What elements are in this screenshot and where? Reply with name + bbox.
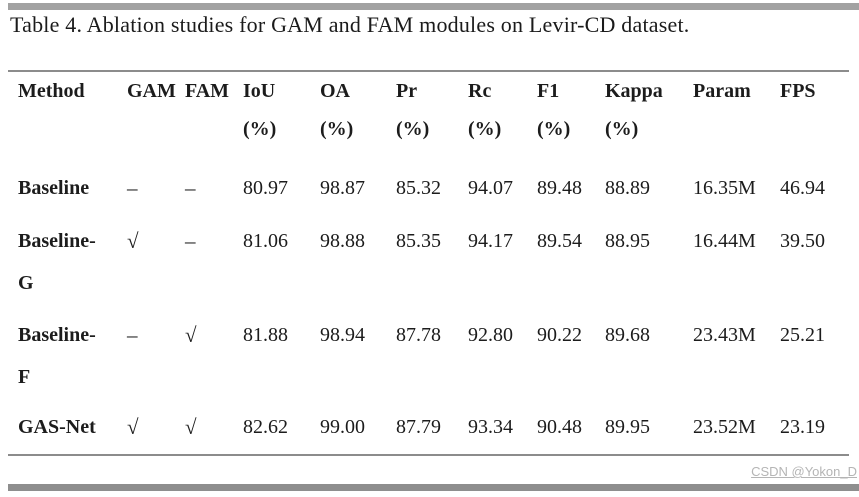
cell-gam-flag: –	[127, 176, 138, 200]
cell-fam-flag: –	[185, 176, 196, 200]
cell-f1: 89.54	[537, 230, 582, 252]
cell-rc: 92.80	[468, 324, 513, 346]
cell-param: 23.43M	[693, 324, 756, 346]
cell-method: GAS-Net	[18, 416, 96, 438]
cell-fps: 39.50	[780, 230, 825, 252]
col-header-gam: GAM	[127, 80, 176, 102]
table-header-row: Method GAM FAM IoU (%) OA (%) Pr	[8, 71, 849, 167]
cell-oa: 98.87	[320, 177, 365, 199]
table-row-baseline-g: Baseline-G √ – 81.06 98.88 85.35 94.17 8…	[8, 220, 849, 314]
table-row-baseline-f: Baseline-F – √ 81.88 98.94 87.78 92.80 9…	[8, 314, 849, 406]
bottom-rule-bar	[8, 484, 859, 491]
cell-fps: 23.19	[780, 416, 825, 438]
cell-fam-flag: √	[185, 415, 197, 439]
cell-fps: 25.21	[780, 324, 825, 346]
cell-oa: 98.88	[320, 230, 365, 252]
col-header-rc: Rc	[468, 80, 492, 102]
col-header-f1: F1	[537, 80, 560, 102]
cell-rc: 93.34	[468, 416, 513, 438]
cell-rc: 94.07	[468, 177, 513, 199]
cell-oa: 99.00	[320, 416, 365, 438]
table-caption: Table 4. Ablation studies for GAM and FA…	[10, 12, 690, 37]
col-header-pr-unit: (%)	[396, 118, 430, 140]
cell-f1: 90.48	[537, 416, 582, 438]
cell-oa: 98.94	[320, 324, 365, 346]
cell-pr: 85.35	[396, 230, 441, 252]
cell-f1: 89.48	[537, 177, 582, 199]
col-header-fps: FPS	[780, 80, 816, 102]
table-row-baseline: Baseline – – 80.97 98.87 85.32 94.07 89.…	[8, 167, 849, 220]
cell-fam-flag: –	[185, 229, 196, 253]
col-header-oa-unit: (%)	[320, 118, 354, 140]
cell-param: 16.35M	[693, 177, 756, 199]
cell-method: Baseline	[18, 177, 90, 199]
ablation-table: Method GAM FAM IoU (%) OA (%) Pr	[8, 70, 849, 456]
cell-iou: 81.88	[243, 324, 288, 346]
cell-param: 16.44M	[693, 230, 756, 252]
col-header-fam: FAM	[185, 80, 230, 102]
cell-pr: 87.79	[396, 416, 441, 438]
cell-pr: 85.32	[396, 177, 441, 199]
table-row-gas-net: GAS-Net √ √ 82.62 99.00 87.79 93.34 90.4…	[8, 406, 849, 455]
col-header-kappa: Kappa	[605, 80, 663, 102]
cell-iou: 80.97	[243, 177, 288, 199]
cell-fps: 46.94	[780, 177, 825, 199]
col-header-iou-unit: (%)	[243, 118, 277, 140]
cell-rc: 94.17	[468, 230, 513, 252]
cell-gam-flag: √	[127, 415, 139, 439]
csdn-watermark: CSDN @Yokon_D	[751, 464, 857, 479]
col-header-oa: OA	[320, 80, 350, 102]
cell-iou: 81.06	[243, 230, 288, 252]
cell-kappa: 88.95	[605, 230, 650, 252]
col-header-method: Method	[18, 80, 85, 102]
col-header-f1-unit: (%)	[537, 118, 571, 140]
cell-fam-flag: √	[185, 323, 197, 347]
col-header-kappa-unit: (%)	[605, 118, 639, 140]
col-header-param: Param	[693, 80, 751, 102]
cell-kappa: 89.68	[605, 324, 650, 346]
col-header-pr: Pr	[396, 80, 418, 102]
cell-gam-flag: √	[127, 229, 139, 253]
cell-pr: 87.78	[396, 324, 441, 346]
cell-iou: 82.62	[243, 416, 288, 438]
cell-param: 23.52M	[693, 416, 756, 438]
cell-f1: 90.22	[537, 324, 582, 346]
cell-kappa: 88.89	[605, 177, 650, 199]
top-rule-bar	[8, 3, 859, 10]
col-header-iou: IoU	[243, 80, 276, 102]
cell-method: Baseline-G	[18, 230, 96, 294]
cell-method: Baseline-F	[18, 324, 96, 388]
cell-kappa: 89.95	[605, 416, 650, 438]
cell-gam-flag: –	[127, 323, 138, 347]
col-header-rc-unit: (%)	[468, 118, 502, 140]
